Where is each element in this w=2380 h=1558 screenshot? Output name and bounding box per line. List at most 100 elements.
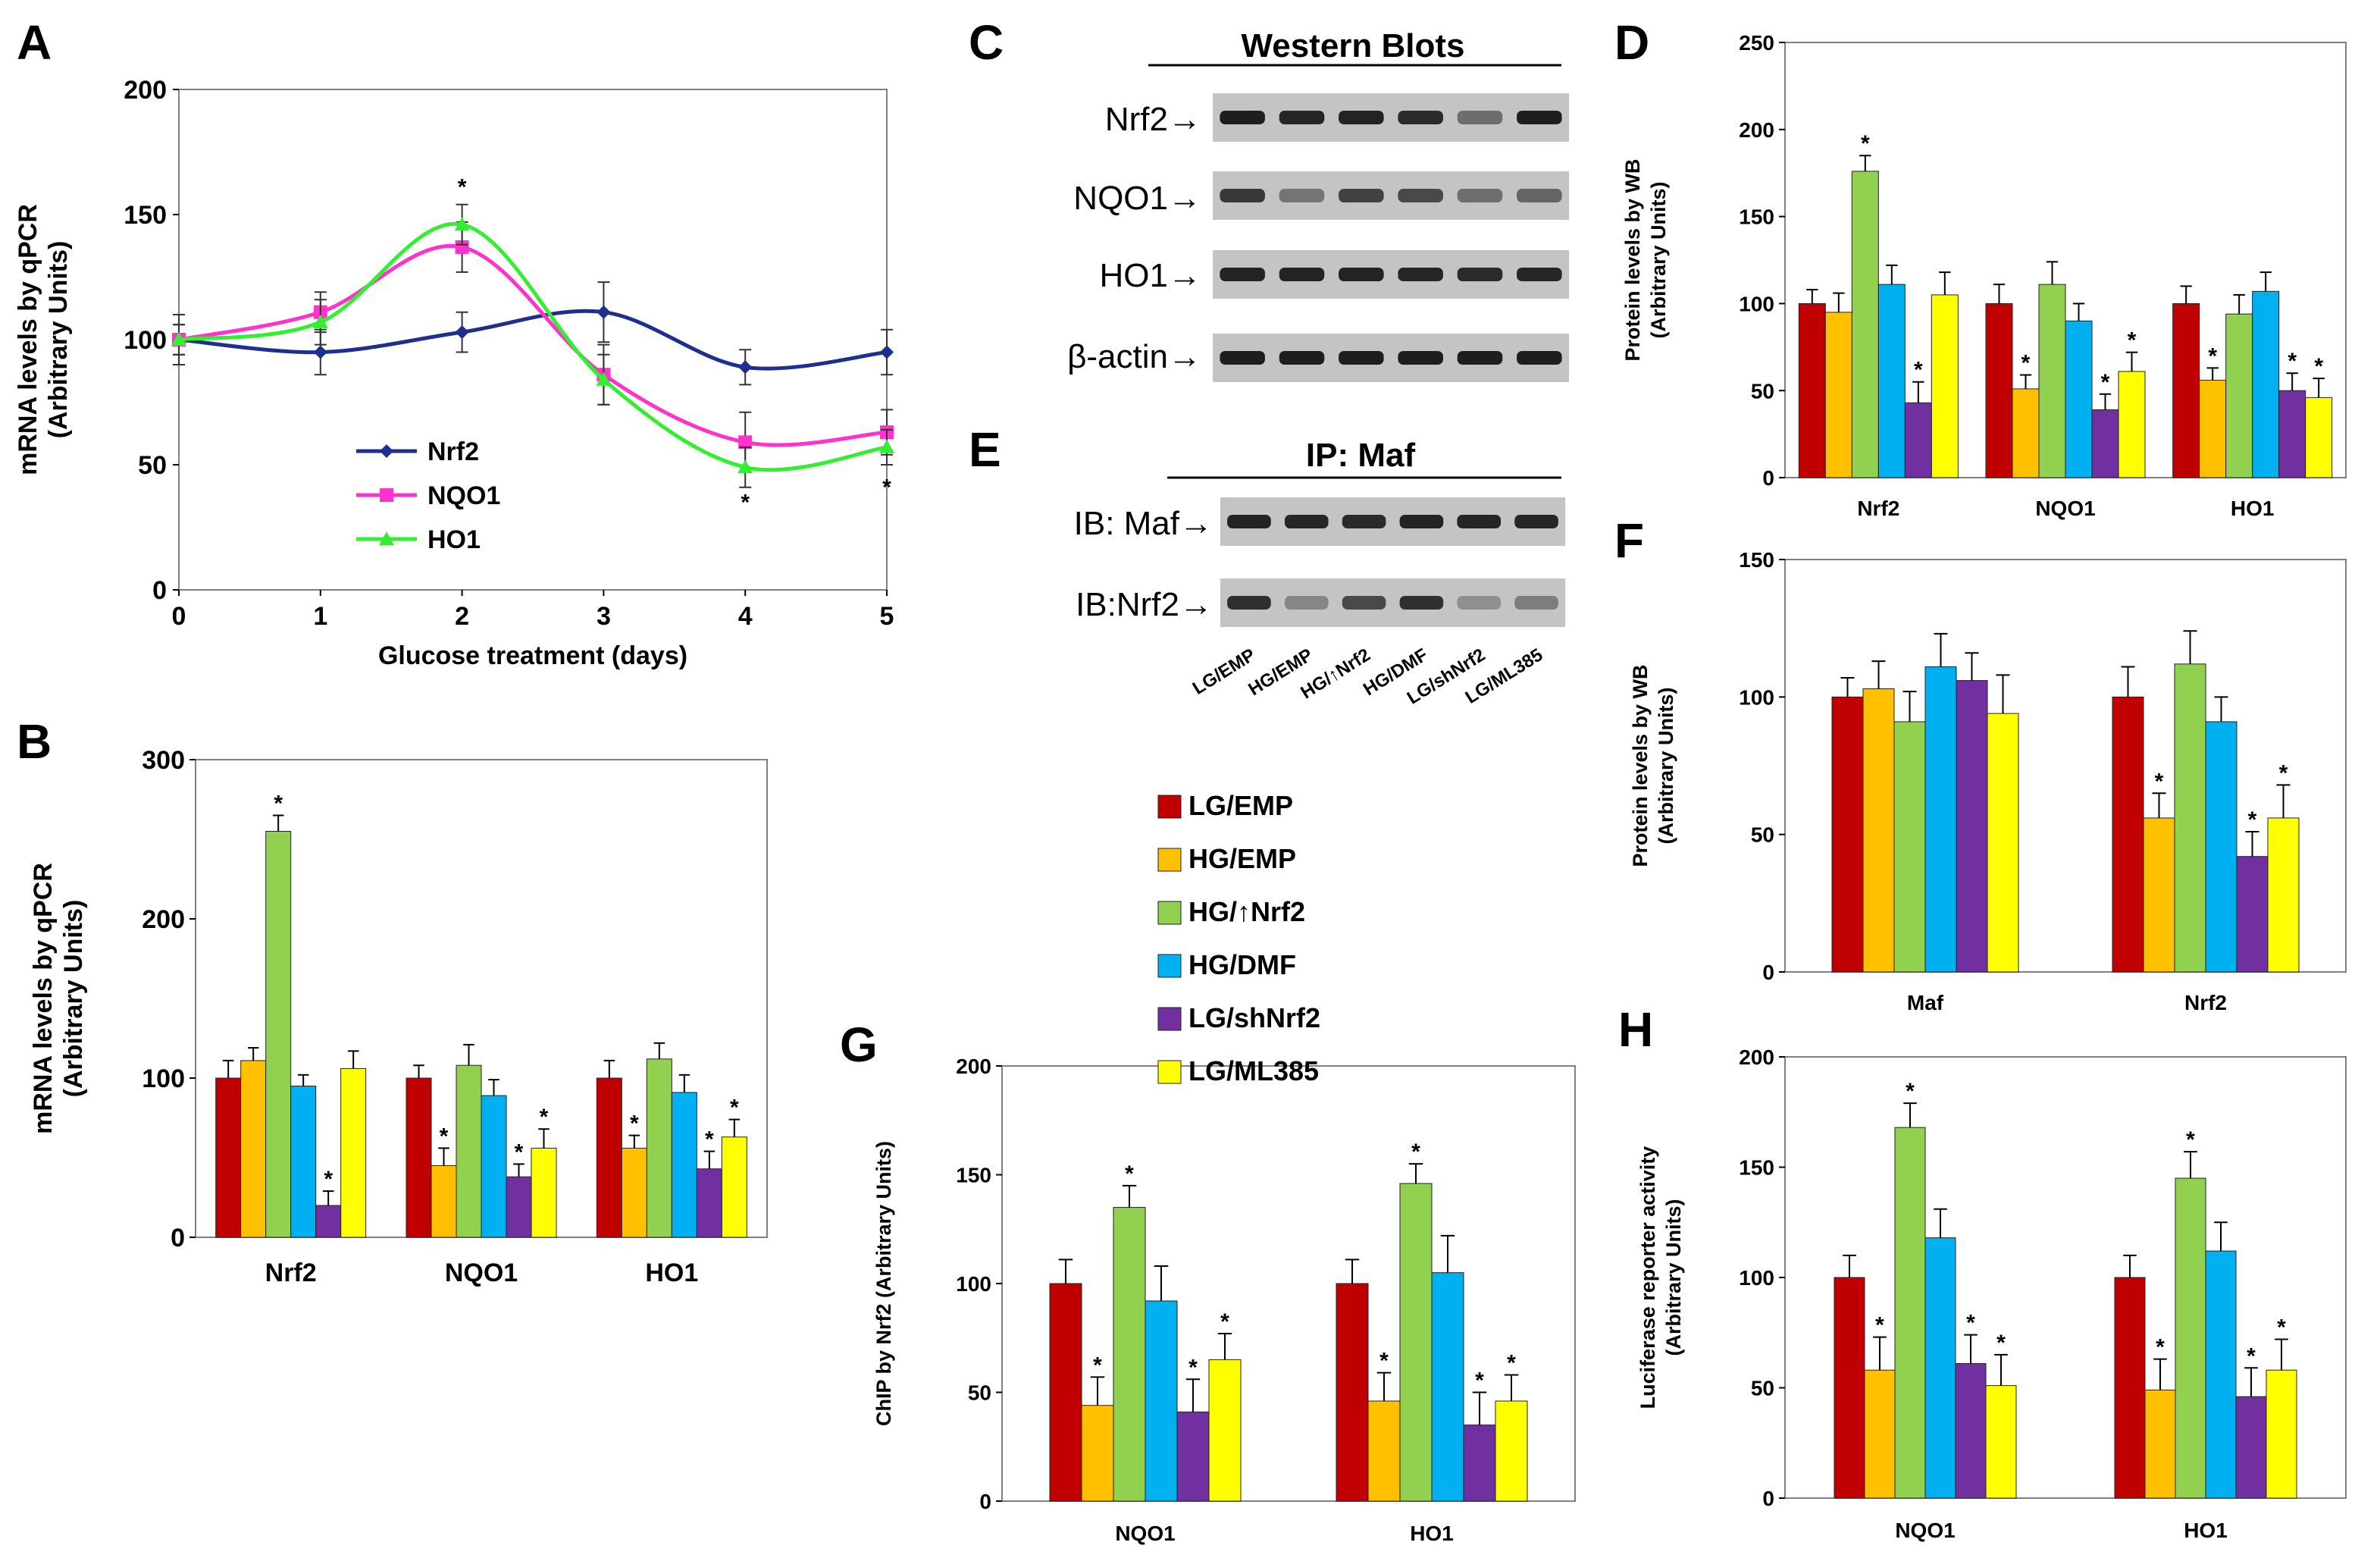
data-point	[454, 217, 470, 231]
legend-label-nrf2: Nrf2	[427, 437, 479, 466]
x-category-label: Nrf2	[2184, 991, 2227, 1014]
bar	[1862, 688, 1895, 973]
significance-star: *	[1996, 1331, 2006, 1356]
bar	[1955, 1362, 1987, 1499]
bar	[2205, 1250, 2237, 1499]
data-point	[379, 531, 394, 545]
bar	[1336, 1283, 1369, 1502]
bar	[315, 1205, 342, 1238]
data-point	[380, 488, 393, 502]
bar	[1113, 1207, 1146, 1502]
significance-star: *	[324, 1167, 333, 1192]
blot-band	[1457, 596, 1502, 610]
blot-band	[1339, 111, 1384, 124]
legend-label: LG/shNrf2	[1188, 1002, 1320, 1033]
blot-strip	[1220, 578, 1565, 627]
significance-star: *	[1507, 1351, 1516, 1376]
panel-letter-a: A	[17, 15, 52, 70]
y-tick-label: 100	[1739, 685, 1774, 709]
chart-a-line-chart: 0 50 100 150 200 0 1 2 3 4 5 Glucose treatment (day…	[14, 76, 894, 670]
significance-star: *	[2247, 1343, 2256, 1368]
significance-star: *	[741, 490, 750, 515]
y-tick-label: 150	[1739, 205, 1774, 229]
bar	[2118, 371, 2146, 478]
y-tick-label: 300	[142, 746, 185, 775]
bar	[431, 1165, 457, 1238]
blot-band	[1398, 111, 1443, 124]
bar	[1924, 1237, 1956, 1499]
blot-strip	[1213, 93, 1569, 142]
blot-band	[1398, 268, 1443, 281]
significance-star: *	[2156, 1335, 2165, 1360]
bar	[1877, 284, 1906, 478]
y-tick-label: 100	[124, 326, 167, 355]
bar	[1893, 721, 1926, 973]
blot-band	[1339, 189, 1384, 202]
blot-band	[1457, 189, 1503, 202]
bar	[2038, 284, 2066, 478]
bar	[1367, 1400, 1401, 1502]
blot-band	[1342, 596, 1386, 610]
x-category-label: HO1	[645, 1259, 698, 1287]
x-tick-label: 5	[880, 602, 894, 631]
blot-band	[1279, 111, 1325, 124]
bar	[2205, 721, 2238, 973]
bar	[1864, 1369, 1896, 1499]
bar	[1081, 1405, 1114, 1502]
x-category-label: NQO1	[2035, 497, 2095, 520]
y-axis-title-line: Protein levels by WB	[1621, 158, 1644, 361]
y-axis-title: Protein levels by WB (Arbitrary Units)	[1621, 158, 1670, 361]
blot-band	[1517, 111, 1562, 124]
y-tick-label: 200	[142, 905, 185, 934]
significance-star: *	[1906, 1079, 1915, 1104]
y-axis-title: mRNA levels by qPCR(Arbitrary Units)	[29, 863, 88, 1134]
x-category-label: HO1	[1410, 1522, 1454, 1545]
legend-swatch	[1157, 901, 1182, 925]
y-axis-title-line: (Arbitrary Units)	[1655, 687, 1677, 844]
bar	[1956, 680, 1988, 973]
significance-star: *	[1188, 1355, 1198, 1380]
y-tick-label: 150	[1739, 1156, 1774, 1180]
y-axis-title-line: mRNA levels by qPCR	[14, 204, 42, 475]
panel-letter-b: B	[17, 714, 52, 769]
blot-band	[1220, 268, 1265, 281]
y-tick-label: 250	[1739, 31, 1774, 55]
bar	[596, 1077, 622, 1238]
blot-band	[1339, 268, 1384, 281]
bar	[2225, 313, 2253, 478]
blot-band	[1284, 596, 1329, 610]
legend-label: LG/EMP	[1188, 790, 1293, 821]
bar	[2143, 817, 2175, 973]
blot-band	[1342, 515, 1386, 528]
data-point	[455, 325, 469, 340]
bar	[265, 831, 292, 1238]
bar	[531, 1147, 557, 1238]
significance-star: *	[705, 1127, 714, 1152]
significance-star: *	[2021, 351, 2031, 376]
blot-c-title: Western Blots	[1241, 27, 1464, 64]
significance-star: *	[2279, 760, 2288, 785]
data-point	[313, 345, 327, 359]
blot-band	[1398, 351, 1443, 365]
blot-strip	[1213, 171, 1569, 220]
blot-strip	[1213, 334, 1569, 382]
y-axis-title: mRNA levels by qPCR(Arbitrary Units)	[14, 204, 73, 475]
blot-c-row-label: β-actin→	[1067, 338, 1201, 375]
bar	[340, 1067, 367, 1238]
blot-e-row-label: IB: Maf→	[1074, 505, 1213, 542]
legend-label: HG/↑Nrf2	[1188, 896, 1305, 927]
blot-band	[1517, 351, 1562, 365]
bar	[696, 1168, 722, 1238]
significance-star: *	[1220, 1309, 1229, 1334]
significance-star: *	[730, 1096, 739, 1121]
significance-star: *	[440, 1124, 449, 1149]
y-tick-label: 100	[956, 1272, 991, 1296]
significance-star: *	[882, 475, 891, 500]
bar	[1145, 1300, 1178, 1502]
bar	[2144, 1389, 2176, 1499]
y-tick-label: 50	[1751, 1377, 1774, 1400]
bar	[1985, 303, 2013, 478]
significance-star: *	[1875, 1313, 1884, 1338]
panel-letter-e: E	[969, 422, 1001, 477]
